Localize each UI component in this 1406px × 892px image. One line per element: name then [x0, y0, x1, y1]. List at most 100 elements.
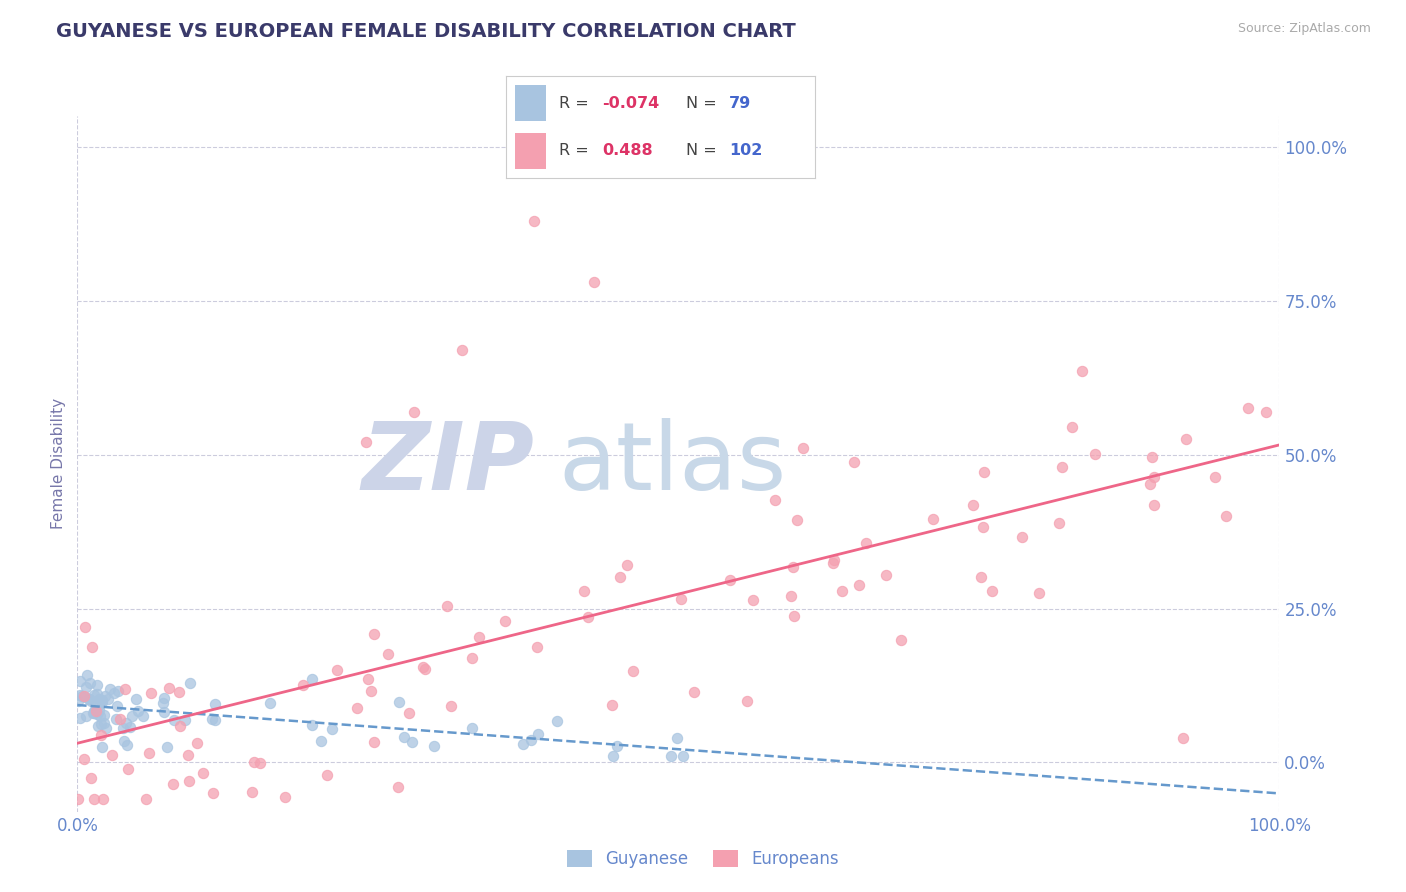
- Point: [621, 665, 644, 679]
- Point: [153, 705, 176, 719]
- Point: [259, 696, 281, 710]
- Point: [73, 689, 96, 703]
- Point: [75, 709, 97, 723]
- Point: [661, 749, 683, 764]
- Point: [301, 673, 323, 687]
- Point: [115, 715, 138, 730]
- Point: [737, 694, 759, 708]
- Point: [169, 719, 191, 733]
- Point: [451, 343, 474, 357]
- Point: [494, 614, 516, 628]
- Point: [1028, 586, 1050, 600]
- Point: [1060, 419, 1083, 434]
- Point: [86, 707, 108, 722]
- Point: [460, 650, 482, 665]
- Point: [120, 720, 142, 734]
- Point: [114, 682, 136, 697]
- Point: [316, 768, 339, 782]
- Point: [523, 213, 546, 227]
- Point: [765, 493, 787, 508]
- Point: [135, 792, 157, 806]
- Point: [117, 738, 139, 752]
- Point: [274, 789, 297, 804]
- Point: [1215, 509, 1237, 524]
- Point: [141, 686, 163, 700]
- Point: [90, 693, 112, 707]
- Point: [354, 435, 377, 450]
- Point: [91, 792, 114, 806]
- Point: [153, 691, 176, 706]
- Point: [90, 717, 112, 731]
- Point: [972, 519, 994, 533]
- Point: [73, 751, 96, 765]
- Point: [363, 627, 385, 641]
- Point: [669, 591, 692, 606]
- Point: [890, 633, 912, 648]
- Point: [741, 593, 763, 607]
- Point: [292, 678, 315, 692]
- Point: [357, 672, 380, 686]
- Point: [309, 734, 332, 748]
- Point: [1254, 404, 1277, 418]
- Point: [823, 556, 845, 570]
- Point: [398, 706, 420, 720]
- Point: [412, 659, 434, 673]
- Point: [1140, 450, 1163, 464]
- Point: [1050, 460, 1073, 475]
- Text: Source: ZipAtlas.com: Source: ZipAtlas.com: [1237, 22, 1371, 36]
- Point: [177, 747, 200, 762]
- Point: [83, 704, 105, 718]
- Point: [922, 512, 945, 526]
- Point: [388, 695, 411, 709]
- Point: [242, 785, 264, 799]
- Text: N =: N =: [686, 96, 716, 111]
- Point: [527, 727, 550, 741]
- Point: [83, 688, 105, 702]
- Point: [107, 684, 129, 698]
- Point: [103, 686, 125, 700]
- Legend: Guyanese, Europeans: Guyanese, Europeans: [560, 843, 846, 875]
- Point: [94, 721, 117, 735]
- Text: 79: 79: [728, 96, 751, 111]
- Point: [875, 568, 897, 582]
- Point: [121, 709, 143, 723]
- Point: [1047, 516, 1070, 531]
- Point: [823, 553, 845, 567]
- Point: [79, 676, 101, 690]
- Point: [401, 735, 423, 749]
- Point: [77, 692, 100, 706]
- Text: 0.488: 0.488: [602, 144, 652, 158]
- Point: [1236, 401, 1258, 415]
- Point: [520, 733, 543, 747]
- Point: [387, 780, 409, 794]
- Point: [326, 663, 349, 677]
- Point: [1204, 470, 1226, 484]
- Point: [394, 730, 416, 744]
- Point: [981, 584, 1004, 599]
- Point: [1143, 498, 1166, 512]
- Point: [77, 692, 100, 706]
- Point: [69, 710, 91, 724]
- Point: [83, 792, 105, 806]
- Point: [346, 701, 368, 715]
- Point: [90, 728, 112, 742]
- Point: [75, 620, 97, 634]
- Point: [468, 630, 491, 644]
- Point: [73, 690, 96, 705]
- Text: 102: 102: [728, 144, 762, 158]
- Point: [602, 749, 624, 764]
- Point: [157, 681, 180, 695]
- Point: [609, 570, 631, 584]
- Bar: [516, 85, 547, 121]
- Point: [69, 673, 91, 688]
- Point: [1070, 364, 1092, 378]
- Point: [67, 694, 90, 708]
- Point: [87, 698, 110, 712]
- Text: -0.074: -0.074: [602, 96, 659, 111]
- Point: [179, 675, 201, 690]
- Point: [848, 578, 870, 592]
- Point: [193, 766, 215, 780]
- Point: [600, 698, 623, 712]
- Point: [138, 747, 160, 761]
- Point: [83, 704, 105, 718]
